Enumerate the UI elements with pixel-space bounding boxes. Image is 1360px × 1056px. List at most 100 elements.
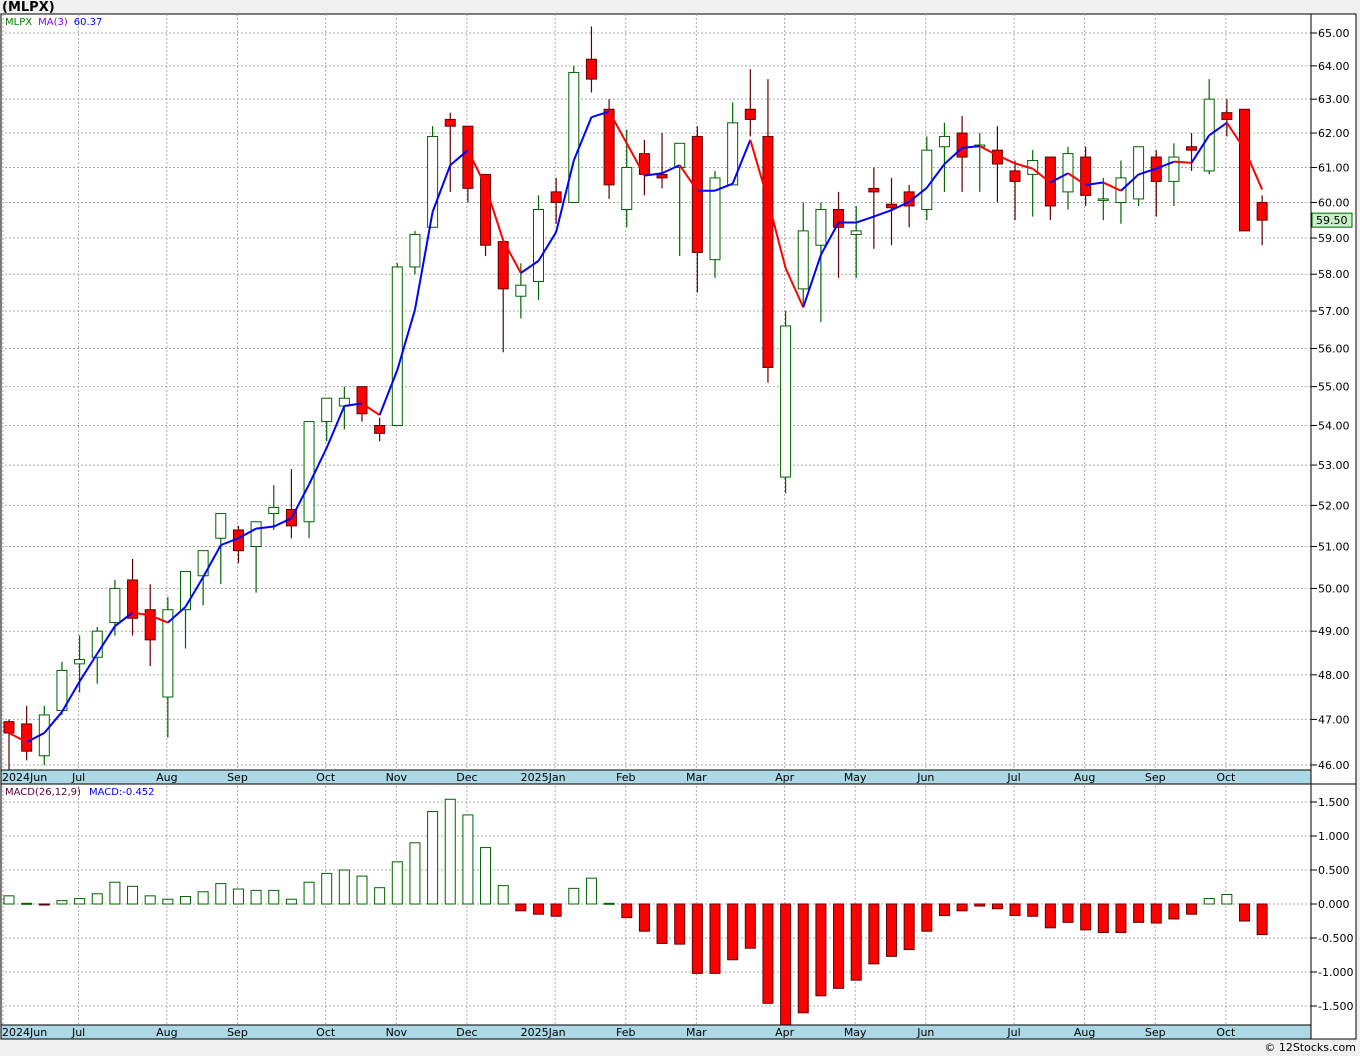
month-label: Jul	[1006, 1026, 1020, 1039]
month-label: Oct	[1216, 1026, 1236, 1039]
month-label: Dec	[456, 771, 477, 784]
ma-segment	[202, 544, 222, 578]
candle-down	[762, 135, 774, 368]
candle-down	[374, 424, 386, 434]
macd-bar-negative	[1027, 903, 1039, 917]
ma-segment	[644, 172, 663, 177]
ma-segment	[943, 147, 963, 165]
macd-bar-negative	[886, 903, 897, 957]
macd-bar-negative	[797, 903, 809, 1014]
ma-segment	[1155, 160, 1175, 170]
ma-segment	[1208, 121, 1228, 137]
macd-bar-positive	[585, 877, 597, 905]
month-label: Mar	[686, 1026, 707, 1039]
chart-frame	[0, 13, 1357, 1040]
ma-segment	[661, 164, 681, 175]
macd-bar-positive	[391, 861, 403, 905]
macd-bar-negative	[533, 903, 544, 915]
ma-segment	[396, 309, 416, 371]
macd-bar-positive	[215, 883, 227, 905]
price-tick-label: 63.00	[1318, 93, 1350, 106]
price-tick-label: 60.00	[1318, 196, 1350, 209]
moving-average-line	[8, 110, 1264, 743]
candle-down	[1186, 146, 1198, 151]
candle-up	[780, 325, 792, 478]
ma-segment	[996, 154, 1016, 165]
macd-bar-positive	[250, 889, 262, 905]
month-label: May	[844, 1026, 867, 1039]
macd-bar-negative	[868, 903, 880, 965]
month-label: Mar	[686, 771, 707, 784]
macd-bar-negative	[780, 903, 792, 1026]
macd-bar-positive	[427, 811, 439, 905]
macd-bar-positive	[285, 898, 297, 905]
ma-segment	[449, 149, 469, 166]
price-tick-label: 48.00	[1318, 669, 1350, 682]
candle-up	[409, 233, 421, 268]
macd-bar-negative	[691, 903, 703, 974]
candle-up	[250, 521, 262, 548]
candle-up	[180, 571, 191, 611]
macd-bar-negative	[1062, 903, 1074, 923]
candle-up	[709, 177, 721, 261]
candle-up	[797, 230, 809, 290]
ma-segment	[1014, 162, 1033, 170]
macd-bar-negative	[1239, 903, 1250, 922]
ma-segment	[608, 111, 628, 144]
macd-bar-negative	[621, 903, 633, 919]
macd-legend-value: MACD:-0.452	[89, 787, 155, 798]
macd-bar-negative	[1168, 903, 1180, 920]
price-tick-label: 54.00	[1318, 419, 1350, 432]
candle-down	[886, 203, 897, 209]
macd-bar-negative	[1044, 903, 1056, 929]
price-tick-label: 56.00	[1318, 343, 1350, 356]
ma-segment	[572, 116, 593, 161]
ma-segment	[555, 160, 575, 233]
ma-segment	[925, 163, 946, 189]
ma-segment	[678, 164, 699, 192]
candle-up	[162, 609, 174, 698]
candle-up	[533, 209, 544, 283]
macd-bar-negative	[815, 903, 827, 997]
macd-bar-positive	[197, 891, 209, 905]
candle-down	[656, 173, 668, 179]
macd-bar-positive	[409, 842, 421, 905]
ma-segment	[344, 402, 363, 407]
candle-down	[21, 723, 33, 752]
ma-segment	[255, 525, 274, 530]
macd-bar-positive	[321, 872, 333, 905]
candle-down	[444, 118, 456, 127]
macd-bar-negative	[1009, 903, 1021, 917]
ma-segment	[873, 209, 892, 218]
macd-bar-negative	[638, 903, 650, 932]
macd-bar-positive	[91, 893, 103, 905]
ma-segment	[749, 139, 769, 201]
candle-up	[850, 230, 862, 235]
month-label: Oct	[316, 771, 336, 784]
macd-bar-positive	[356, 875, 368, 905]
candle-down	[462, 125, 474, 189]
ma-segment	[766, 199, 787, 269]
macd-bar-positive	[3, 895, 15, 905]
macd-bar-negative	[674, 903, 686, 945]
macd-date-axis	[0, 1024, 1312, 1040]
price-date-axis	[0, 769, 1312, 785]
price-tick-label: 47.00	[1318, 713, 1350, 726]
candle-up	[215, 513, 227, 539]
month-label: Feb	[616, 1026, 635, 1039]
ma-segment	[8, 732, 28, 743]
candle-up	[109, 587, 121, 624]
month-label: Oct	[1216, 771, 1236, 784]
macd-bar-negative	[1256, 903, 1268, 936]
ma-segment	[537, 231, 558, 262]
candle-up	[1168, 156, 1180, 182]
candle-up	[815, 209, 827, 246]
price-tick-label: 58.00	[1318, 268, 1350, 281]
macd-tick-label: -1.500	[1318, 1000, 1353, 1013]
month-label: Oct	[316, 1026, 336, 1039]
macd-bar-negative	[762, 903, 774, 1004]
macd-bar-positive	[21, 902, 33, 905]
ma-segment	[184, 576, 205, 608]
macd-bar-negative	[656, 903, 668, 944]
